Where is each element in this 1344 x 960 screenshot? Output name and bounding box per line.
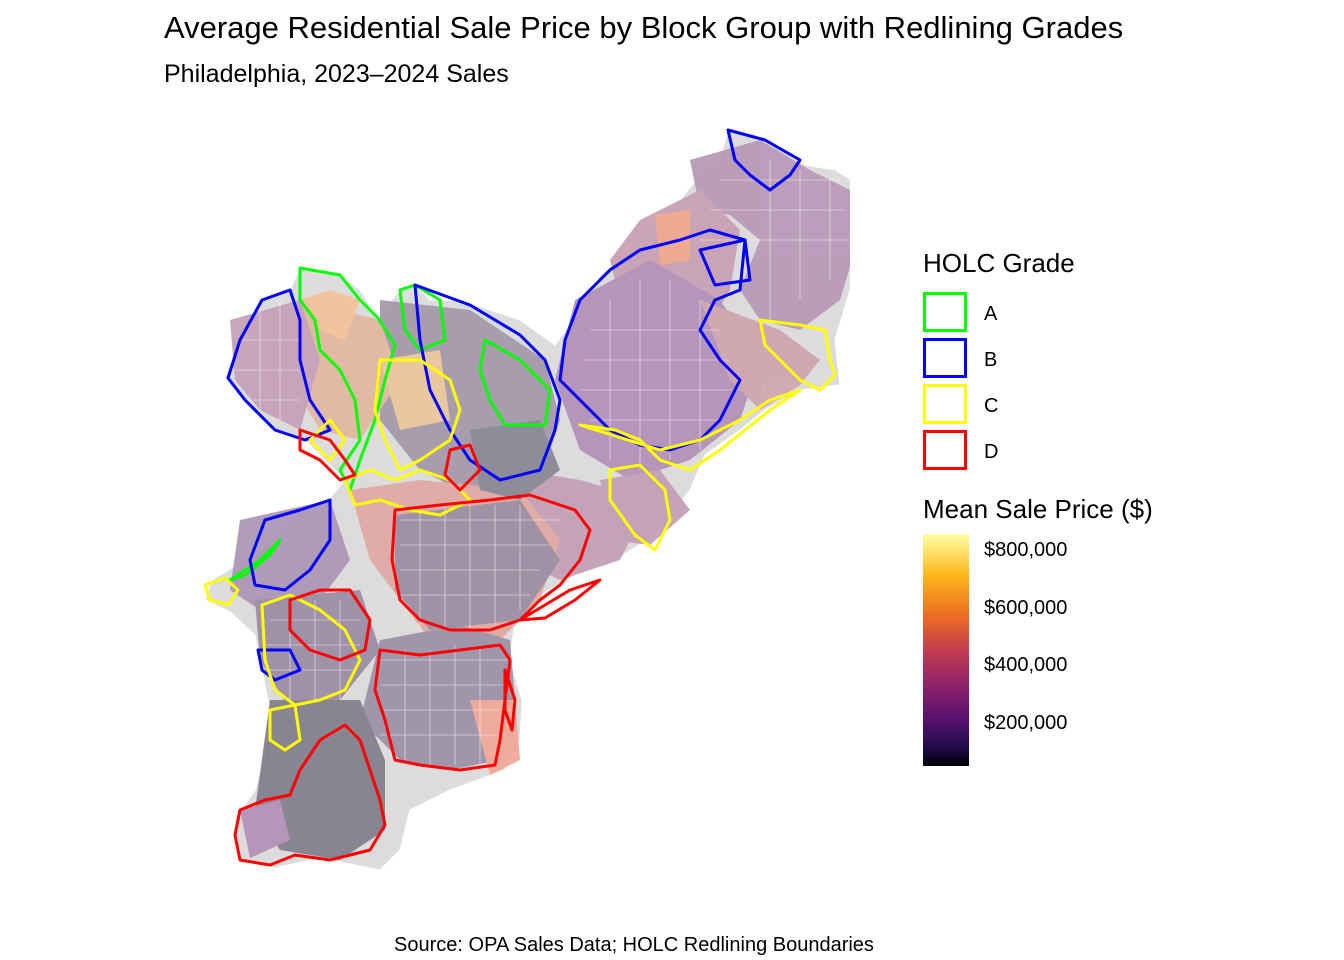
holc-key-a bbox=[923, 292, 967, 332]
chart-title: Average Residential Sale Price by Block … bbox=[164, 10, 1124, 45]
holc-label-b: B bbox=[984, 349, 998, 371]
holc-key-b bbox=[923, 338, 967, 378]
holc-legend-title: HOLC Grade bbox=[923, 248, 1075, 278]
price-colorbar bbox=[923, 534, 969, 766]
colorbar-tick bbox=[969, 665, 977, 666]
holc-grade-c-boundaries bbox=[203, 318, 837, 752]
holc-key-c bbox=[923, 384, 967, 424]
price-tick-label-600k: $600,000 bbox=[984, 597, 1068, 619]
holc-key-d bbox=[923, 430, 967, 470]
price-tick-label-200k: $200,000 bbox=[984, 712, 1068, 734]
colorbar-tick bbox=[969, 723, 977, 724]
colorbar-tick bbox=[969, 550, 977, 551]
chart-subtitle: Philadelphia, 2023–2024 Sales bbox=[164, 60, 509, 88]
price-tick-label-400k: $400,000 bbox=[984, 654, 1068, 676]
philadelphia-map bbox=[203, 128, 850, 871]
colorbar-tick bbox=[969, 608, 977, 609]
holc-label-a: A bbox=[984, 303, 998, 325]
price-legend-title: Mean Sale Price ($) bbox=[923, 494, 1153, 524]
holc-grade-b-boundaries bbox=[226, 128, 802, 682]
price-tick-label-800k: $800,000 bbox=[984, 539, 1068, 561]
holc-label-c: C bbox=[984, 395, 999, 417]
price-fill-layer bbox=[230, 140, 850, 860]
holc-grade-d-boundaries bbox=[233, 428, 602, 867]
source-caption: Source: OPA Sales Data; HOLC Redlining B… bbox=[394, 934, 874, 956]
block-group-borders bbox=[235, 160, 850, 765]
holc-label-d: D bbox=[984, 441, 999, 463]
